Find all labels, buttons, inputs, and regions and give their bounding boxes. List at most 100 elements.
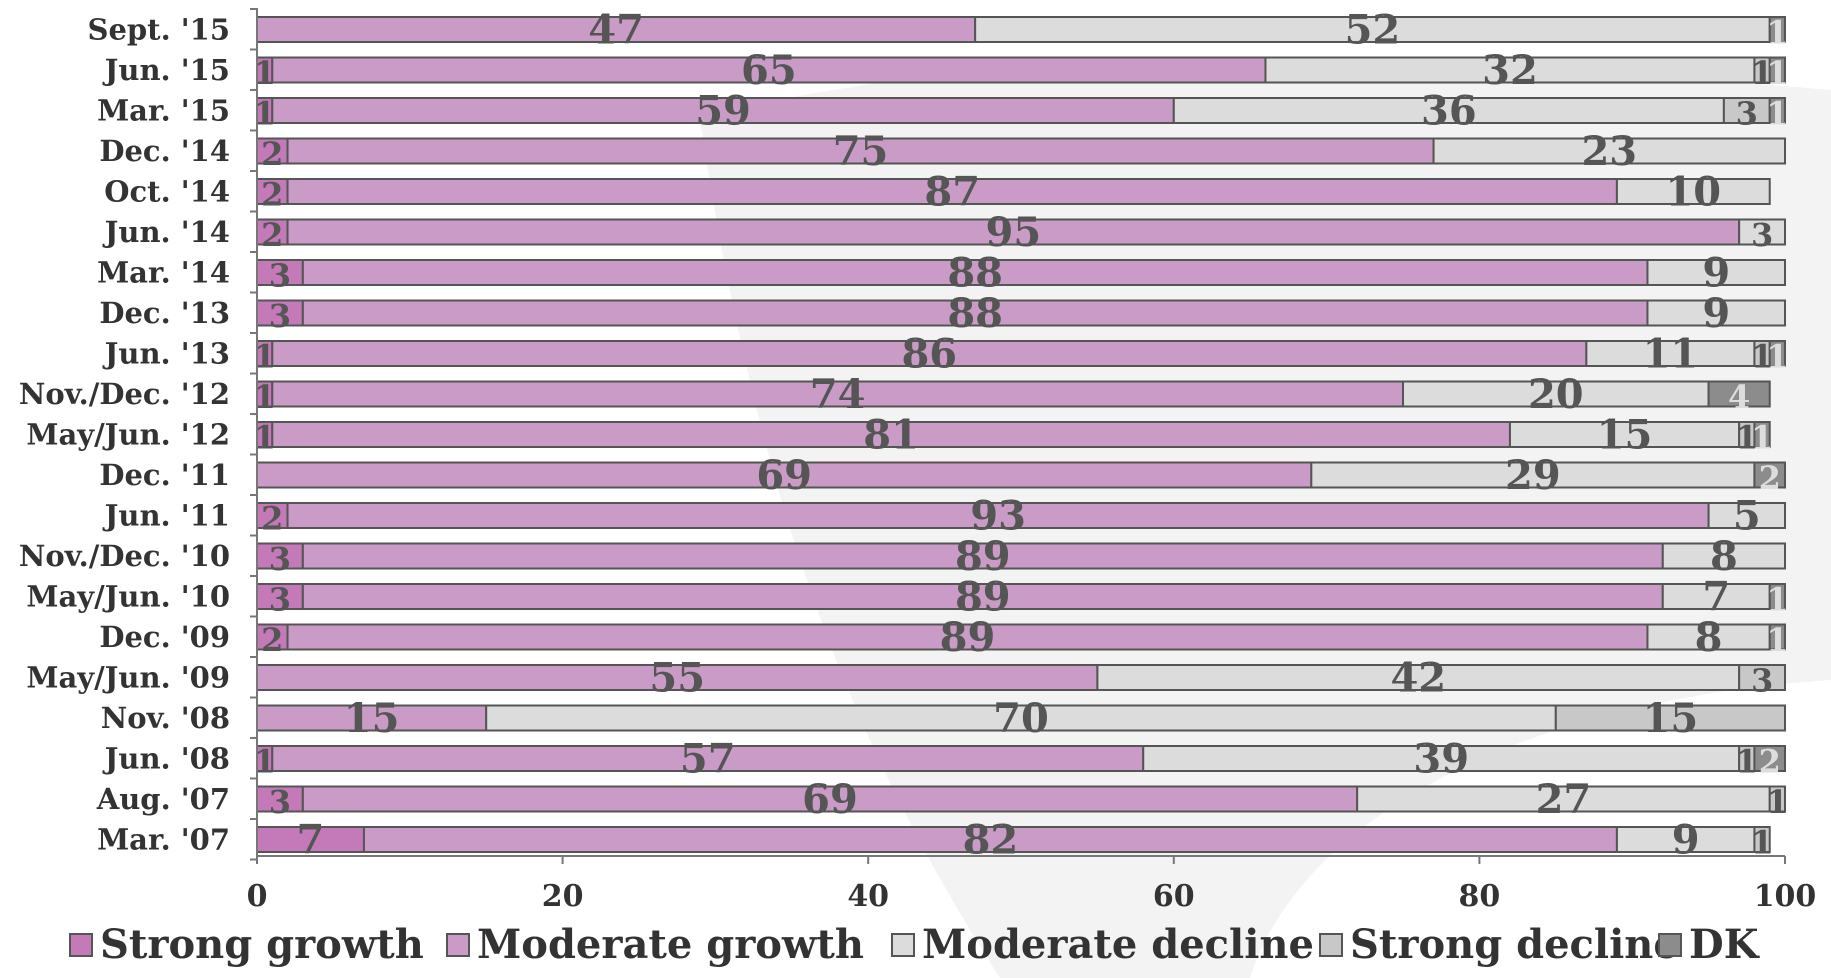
x-tick-label: 80 <box>1459 879 1501 914</box>
data-label: 7 <box>1702 574 1730 621</box>
category-label: Mar. '15 <box>97 94 230 128</box>
data-label: 15 <box>344 695 400 742</box>
data-label: 88 <box>947 290 1003 337</box>
category-label: Jun. '08 <box>102 742 230 776</box>
bar-segment <box>1707 502 1786 529</box>
bar-row: 1 74 20 4 <box>254 371 1771 418</box>
data-label: 39 <box>1413 736 1469 783</box>
data-label: 1 <box>1766 581 1788 619</box>
bar-segment <box>1646 259 1786 286</box>
legend-swatch <box>1319 933 1343 957</box>
data-label: 1 <box>1751 338 1773 376</box>
bar-segment <box>1768 623 1786 651</box>
data-label: 1 <box>1766 14 1788 52</box>
bar-segment <box>301 542 1664 570</box>
bar-segment <box>271 97 1175 124</box>
legend-item: Moderate decline <box>891 921 1314 968</box>
bar-segment <box>256 16 977 43</box>
category-label: Dec. '11 <box>99 458 230 492</box>
data-label: 2 <box>261 135 283 173</box>
legend-swatch <box>446 933 470 957</box>
bar-segment <box>1722 97 1771 124</box>
data-label: 32 <box>1482 47 1538 94</box>
bar-segment <box>301 299 1649 327</box>
data-label: 1 <box>1736 419 1758 457</box>
legend-swatch <box>891 933 915 957</box>
category-label: Nov./Dec. '10 <box>19 539 230 573</box>
data-label: 1 <box>1766 338 1788 376</box>
bar-segment <box>1768 56 1786 84</box>
bar-segment <box>1738 218 1787 246</box>
bar-segment <box>271 380 1404 408</box>
legend-item: Strong growth <box>69 921 424 968</box>
bar-segment <box>256 218 289 246</box>
data-label: 95 <box>986 209 1042 256</box>
bar-segment <box>1753 826 1771 853</box>
data-label: 8 <box>1710 533 1738 580</box>
data-label: 2 <box>1759 743 1781 781</box>
data-label: 2 <box>1759 459 1781 497</box>
bar-segment <box>1356 785 1771 813</box>
bar-row: 1 65 32 11 <box>254 47 1789 94</box>
data-label: 55 <box>649 655 705 702</box>
category-label: Dec. '14 <box>99 134 230 168</box>
category-label: Jun. '11 <box>102 499 230 533</box>
bar-segment <box>286 218 1741 246</box>
bar-row: 1 86 11 11 <box>254 331 1789 378</box>
category-label: Dec. '09 <box>99 620 230 654</box>
data-label: 15 <box>1597 412 1653 459</box>
data-label: 1 <box>1766 54 1788 92</box>
bar-segment <box>1508 421 1741 448</box>
bar-row: 2 75 23 <box>256 128 1787 175</box>
bar-segment <box>301 583 1664 610</box>
data-label: 1 <box>254 95 276 133</box>
bar-segment <box>256 704 488 732</box>
bar-segment <box>1753 421 1771 448</box>
category-label: Nov./Dec. '12 <box>19 377 230 411</box>
data-label: 1 <box>254 338 276 376</box>
data-label: 75 <box>833 128 889 175</box>
data-label: 1 <box>1751 54 1773 92</box>
category-label: May/Jun. '12 <box>26 418 230 452</box>
data-label: 3 <box>1751 216 1773 254</box>
legend-swatch <box>69 933 93 957</box>
bar-segment <box>1768 16 1786 43</box>
category-label: Dec. '13 <box>99 296 230 330</box>
bar-segment <box>1172 97 1725 124</box>
data-label: 47 <box>588 7 644 54</box>
data-label: 52 <box>1345 7 1401 54</box>
legend-swatch <box>1658 933 1682 957</box>
bar-segment <box>1738 664 1787 691</box>
data-label: 86 <box>901 331 957 378</box>
data-label: 1 <box>1751 419 1773 457</box>
bar-segment <box>1142 745 1741 772</box>
bar-row: 1 81 15 11 <box>254 412 1774 459</box>
bar-row: 2 93 5 <box>256 493 1786 540</box>
bar-row: 1 59 36 3 1 <box>254 88 1789 135</box>
category-label: May/Jun. '10 <box>26 580 230 614</box>
legend-label: Moderate growth <box>477 921 864 968</box>
data-label: 89 <box>940 614 996 661</box>
data-label: 69 <box>756 452 812 499</box>
bar-row: 2 87 10 <box>256 169 1771 216</box>
data-label: 2 <box>261 500 283 538</box>
data-label: 2 <box>261 621 283 659</box>
bar-segment <box>1646 299 1786 327</box>
bar-segment <box>1753 745 1786 772</box>
bar-segment <box>1432 137 1787 165</box>
data-label: 9 <box>1702 290 1730 337</box>
data-label: 69 <box>802 776 858 823</box>
data-label: 3 <box>269 783 291 821</box>
axes: Sept. '15 Jun. '15 Mar. '15 Dec. '14 Oct. '1… <box>19 8 1816 914</box>
data-label: 3 <box>269 257 291 295</box>
data-label: 1 <box>254 378 276 416</box>
category-label: Mar. '14 <box>97 256 230 290</box>
data-label: 1 <box>254 743 276 781</box>
data-label: 1 <box>254 419 276 457</box>
bar-segment <box>286 623 1649 651</box>
bar-row: 3 88 9 <box>256 250 1786 297</box>
bar-row: 3 89 7 1 <box>256 574 1788 621</box>
data-label: 57 <box>680 736 736 783</box>
bar-segment <box>1554 704 1787 732</box>
